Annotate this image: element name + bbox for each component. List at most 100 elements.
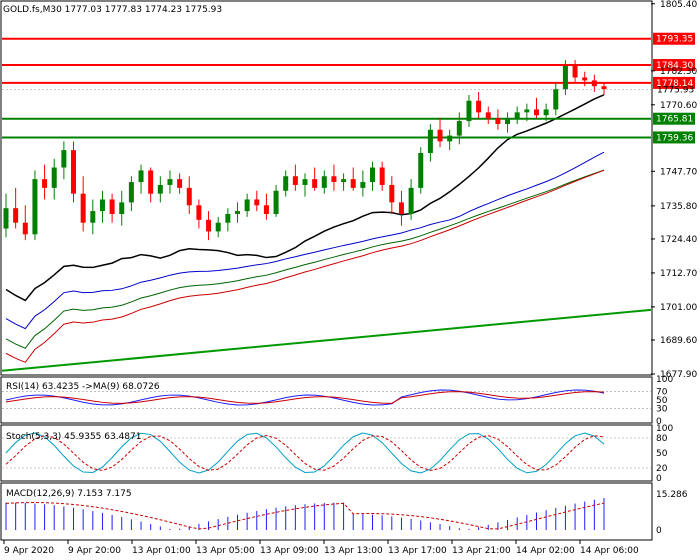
candle (485, 106, 491, 124)
candle (370, 161, 376, 191)
price-tick-label: 1689.60 (660, 336, 697, 346)
ma-200-line (5, 169, 605, 363)
candle (244, 193, 250, 217)
trendline (1, 308, 652, 372)
level-price-label: 1759.36 (653, 131, 695, 144)
candle (350, 167, 356, 191)
candle (273, 184, 279, 217)
candle (321, 170, 327, 194)
candle (398, 190, 404, 226)
svg-text:1784.30: 1784.30 (656, 61, 693, 71)
ma-slow-line (5, 169, 605, 349)
candle (543, 103, 549, 122)
rsi-line (5, 389, 605, 406)
time-tick-label: 13 Apr 13:00 (324, 546, 383, 556)
candle (514, 106, 520, 124)
candle (215, 216, 221, 238)
svg-text:1793.35: 1793.35 (656, 35, 693, 45)
time-tick-label: 13 Apr 21:00 (452, 546, 511, 556)
candle (225, 208, 231, 232)
candle (283, 170, 289, 197)
candle (234, 202, 240, 223)
candle (360, 170, 366, 197)
price-tick-label: 1782.30 (660, 67, 697, 77)
candle (138, 164, 144, 194)
candle (157, 176, 163, 203)
time-tick-label: 9 Apr 2020 (4, 546, 54, 556)
rsi-tick-label: 0 (656, 417, 662, 427)
candle (302, 173, 308, 197)
ma-mid-line (5, 151, 605, 330)
candle (533, 97, 539, 119)
candle (476, 92, 482, 119)
svg-text:1775.93: 1775.93 (657, 85, 694, 95)
candle (109, 193, 115, 223)
candle (186, 176, 192, 214)
ma-fast-line (5, 94, 605, 302)
candle (167, 170, 173, 194)
candle (80, 176, 86, 232)
macd-title: MACD(12,26,9) 7.153 7.175 (6, 489, 132, 499)
time-tick-label: 9 Apr 20:00 (68, 546, 121, 556)
candle (341, 173, 347, 191)
level-price-label: 1784.30 (653, 59, 695, 71)
macd-tick-label: 0 (656, 526, 662, 536)
rsi-ma-line (5, 391, 605, 404)
candle (90, 199, 96, 235)
candle (263, 193, 269, 220)
price-tick-label: 1701.00 (660, 303, 697, 313)
candle (292, 164, 298, 191)
candle (418, 147, 424, 194)
time-tick-label: 13 Apr 01:00 (132, 546, 191, 556)
candle (148, 167, 154, 203)
candle (119, 190, 125, 226)
candle (99, 190, 105, 223)
rsi-tick-label: 50 (656, 396, 668, 406)
candle (32, 170, 38, 241)
svg-text:1759.36: 1759.36 (656, 133, 693, 143)
candle (61, 141, 67, 180)
stoch-tick-label: 20 (656, 464, 668, 474)
rsi-tick-label: 30 (656, 404, 668, 414)
time-tick-label: 13 Apr 09:00 (260, 546, 319, 556)
candle (427, 123, 433, 162)
candle (177, 173, 183, 194)
level-price-label: 1765.81 (653, 112, 695, 125)
candle (254, 190, 260, 212)
price-tick-label: 1735.80 (660, 202, 697, 212)
macd-tick-label: 15.286 (656, 490, 688, 500)
level-price-label: 1778.14 (653, 76, 695, 89)
price-tick-label: 1805.40 (660, 0, 697, 10)
stoch-tick-label: 100 (656, 424, 673, 434)
candle (379, 161, 385, 191)
candle (466, 94, 472, 127)
candle (456, 112, 462, 145)
candle (389, 176, 395, 214)
macd-panel[interactable] (0, 482, 653, 541)
stoch-panel[interactable] (0, 424, 653, 482)
price-tick-label: 1724.40 (660, 235, 697, 245)
candle (206, 211, 212, 241)
time-tick-label: 13 Apr 17:00 (388, 546, 447, 556)
price-panel[interactable] (0, 0, 653, 376)
candle (128, 176, 134, 212)
current-price-label: 1775.93 (2, 85, 694, 95)
time-tick-label: 13 Apr 05:00 (196, 546, 255, 556)
candle (562, 60, 568, 95)
svg-text:1765.81: 1765.81 (656, 115, 693, 125)
price-tick-label: 1770.60 (660, 101, 697, 111)
stoch-k-line (5, 432, 605, 474)
candle (3, 193, 9, 238)
candle (524, 103, 530, 122)
candle (437, 118, 443, 148)
candle (312, 167, 318, 191)
price-tick-label: 1747.70 (660, 167, 697, 177)
rsi-panel[interactable] (0, 376, 653, 424)
stoch-d-line (5, 434, 605, 471)
time-tick-label: 14 Apr 06:00 (580, 546, 639, 556)
candle (495, 109, 501, 130)
candle (71, 141, 77, 203)
macd-signal-line (5, 502, 605, 530)
price-tick-label: 1712.70 (660, 269, 697, 279)
